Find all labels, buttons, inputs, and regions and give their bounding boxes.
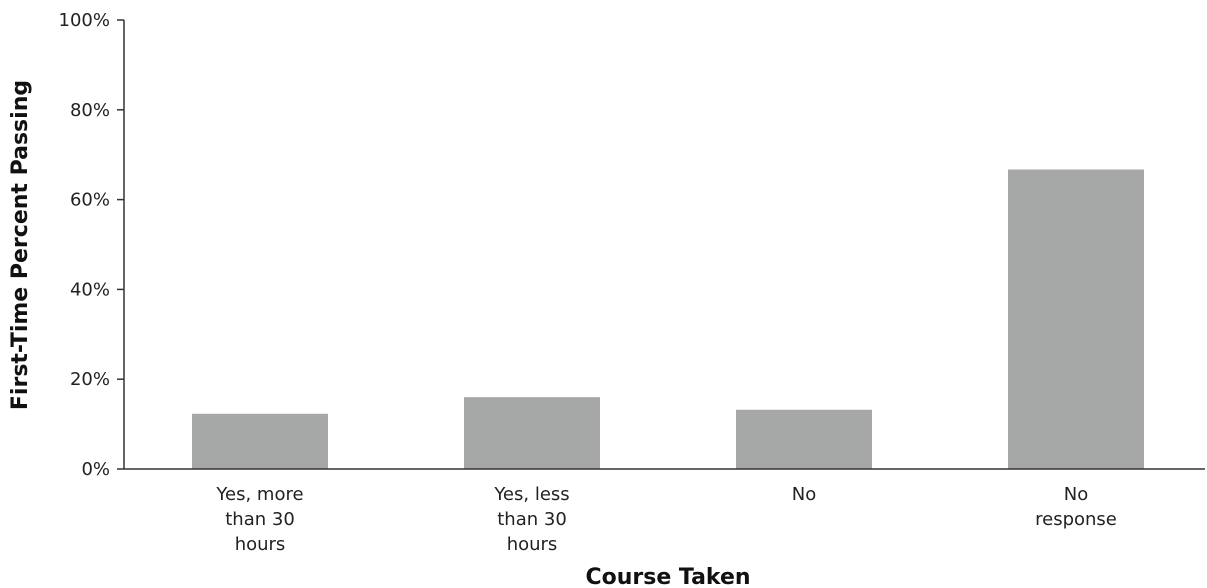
bar-3 bbox=[736, 409, 872, 469]
x-tick-label: Yes, more than 30 hours bbox=[215, 484, 303, 555]
y-axis: 0% 20% 40% 60% 80% 100% bbox=[59, 10, 125, 480]
x-tick-label: No response bbox=[1035, 484, 1117, 530]
bars bbox=[192, 169, 1144, 469]
x-axis: Yes, more than 30 hours Yes, less than 30 hou… bbox=[124, 468, 1205, 555]
y-tick-label: 20% bbox=[70, 369, 110, 390]
x-axis-title: Course Taken bbox=[585, 565, 750, 588]
x-tick-label: No bbox=[792, 484, 816, 505]
y-tick-label: 0% bbox=[81, 459, 110, 480]
x-tick-label: Yes, less than 30 hours bbox=[493, 484, 569, 555]
bar-1 bbox=[192, 413, 328, 469]
bar-4 bbox=[1008, 169, 1144, 469]
y-axis-title: First-Time Percent Passing bbox=[8, 80, 33, 410]
bar-2 bbox=[464, 397, 600, 469]
y-tick-label: 40% bbox=[70, 279, 110, 300]
y-tick-label: 80% bbox=[70, 100, 110, 121]
y-tick-label: 60% bbox=[70, 190, 110, 211]
y-tick-label: 100% bbox=[59, 10, 110, 31]
